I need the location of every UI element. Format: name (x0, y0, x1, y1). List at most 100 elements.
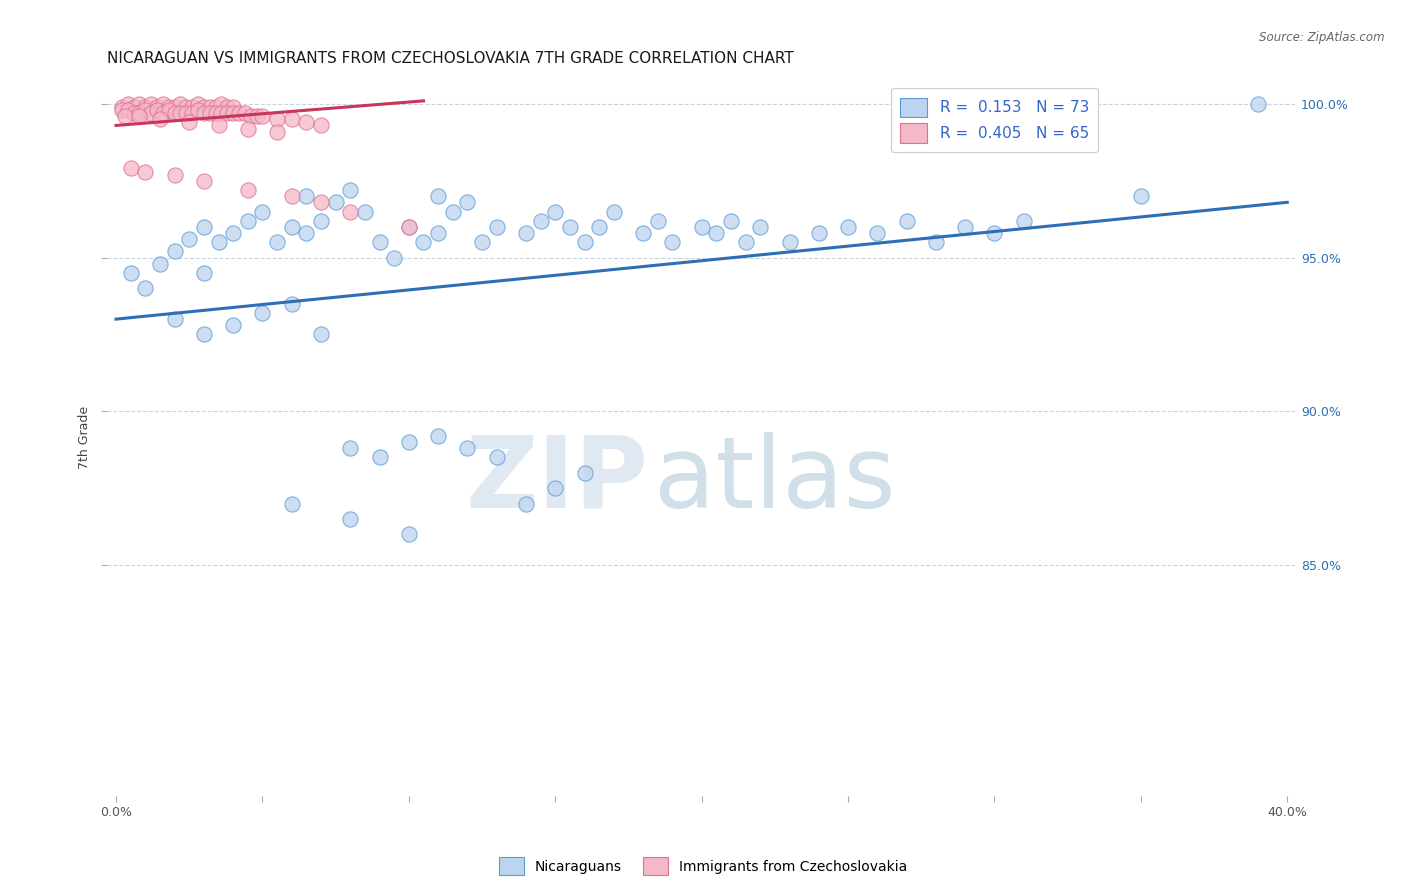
Point (122, 100, 145, 114)
Point (228, 106, 250, 120)
Point (245, 109, 267, 123)
Point (734, 235, 756, 250)
Point (339, 442, 361, 456)
Point (339, 512, 361, 526)
Point (427, 189, 450, 203)
Point (134, 103, 156, 117)
Point (588, 219, 610, 234)
Point (309, 119, 332, 133)
Point (983, 226, 1005, 240)
Point (720, 213, 742, 227)
Point (193, 106, 215, 120)
Point (117, 97, 139, 112)
Point (181, 106, 204, 120)
Point (398, 527, 420, 541)
Point (427, 226, 450, 240)
Point (233, 106, 256, 120)
Text: Source: ZipAtlas.com: Source: ZipAtlas.com (1260, 31, 1385, 45)
Point (1247, 97, 1270, 112)
Point (222, 106, 245, 120)
Point (146, 100, 169, 114)
Point (749, 219, 772, 234)
Point (222, 100, 245, 114)
Point (193, 266, 215, 280)
Point (382, 251, 405, 265)
Point (309, 327, 332, 342)
Point (295, 189, 318, 203)
Point (117, 103, 139, 117)
Point (181, 100, 204, 114)
Point (280, 497, 302, 511)
Point (252, 109, 274, 123)
Point (152, 106, 174, 120)
Point (141, 106, 163, 120)
Point (485, 219, 508, 234)
Point (146, 103, 169, 117)
Point (204, 106, 226, 120)
Point (193, 327, 215, 342)
Point (239, 109, 262, 123)
Point (661, 235, 683, 250)
Point (558, 219, 581, 234)
Point (157, 103, 180, 117)
Point (515, 226, 537, 240)
Point (515, 497, 537, 511)
Point (295, 115, 318, 129)
Point (193, 219, 215, 234)
Text: ZIP: ZIP (465, 432, 648, 529)
Point (176, 100, 198, 114)
Point (280, 112, 302, 127)
Point (163, 244, 186, 259)
Point (309, 195, 332, 210)
Point (339, 204, 361, 219)
Text: NICARAGUAN VS IMMIGRANTS FROM CZECHOSLOVAKIA 7TH GRADE CORRELATION CHART: NICARAGUAN VS IMMIGRANTS FROM CZECHOSLOV… (107, 51, 794, 66)
Point (280, 219, 302, 234)
Text: atlas: atlas (654, 432, 896, 529)
Point (204, 100, 226, 114)
Point (163, 100, 186, 114)
Legend: R =  0.153   N = 73, R =  0.405   N = 65: R = 0.153 N = 73, R = 0.405 N = 65 (891, 88, 1098, 153)
Point (866, 226, 889, 240)
Point (128, 106, 150, 120)
Point (837, 219, 859, 234)
Point (574, 466, 596, 480)
Point (209, 97, 232, 112)
Point (647, 213, 669, 227)
Point (295, 226, 318, 240)
Point (1012, 213, 1035, 227)
Point (134, 281, 156, 295)
Point (187, 97, 209, 112)
Point (134, 164, 156, 178)
Point (179, 232, 201, 246)
Point (209, 106, 232, 120)
Point (169, 97, 191, 112)
Point (114, 109, 136, 123)
Point (280, 189, 302, 203)
Point (193, 174, 215, 188)
Point (120, 161, 142, 176)
Point (325, 195, 347, 210)
Point (1129, 189, 1152, 203)
Point (134, 100, 156, 114)
Point (807, 226, 830, 240)
Point (176, 106, 198, 120)
Point (398, 219, 420, 234)
Point (427, 429, 450, 443)
Point (339, 183, 361, 197)
Point (252, 306, 274, 320)
Point (236, 121, 259, 136)
Point (222, 318, 245, 333)
Point (953, 219, 976, 234)
Point (207, 235, 229, 250)
Point (111, 100, 134, 114)
Point (198, 106, 221, 120)
Point (157, 100, 180, 114)
Point (574, 235, 596, 250)
Y-axis label: 7th Grade: 7th Grade (79, 406, 91, 469)
Point (704, 226, 727, 240)
Point (149, 112, 172, 127)
Point (163, 168, 186, 182)
Point (128, 109, 150, 123)
Point (398, 219, 420, 234)
Point (163, 106, 186, 120)
